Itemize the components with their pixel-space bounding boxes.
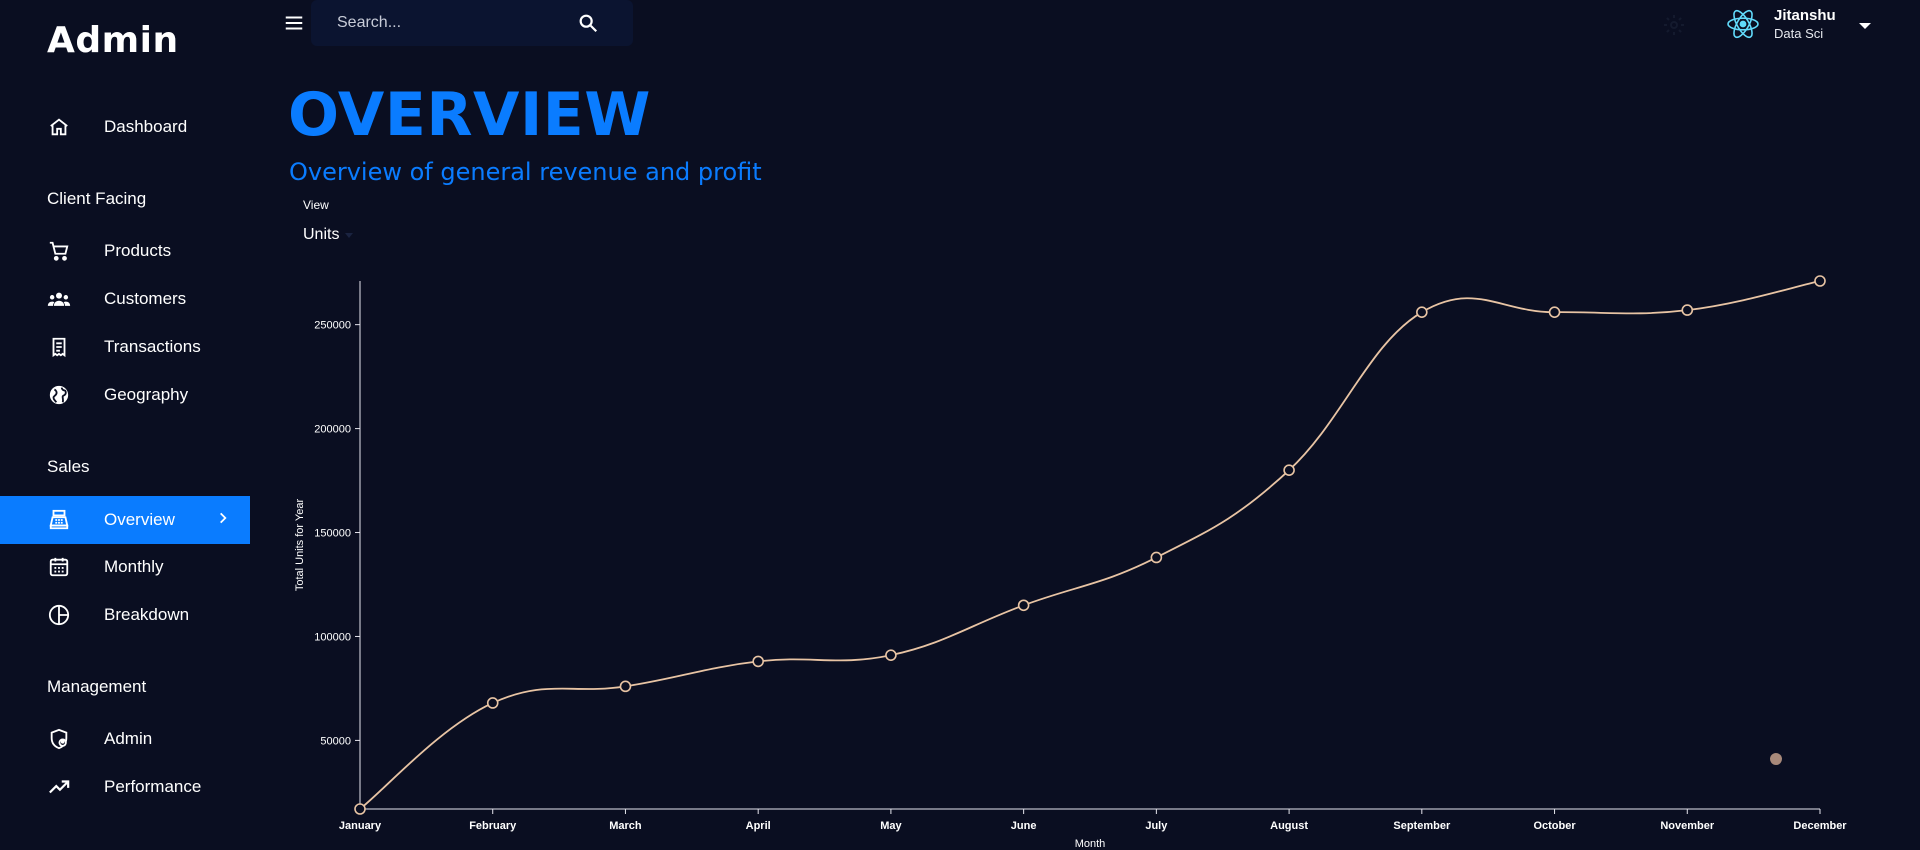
shopping-cart-icon bbox=[47, 239, 71, 263]
search-bar bbox=[311, 0, 633, 46]
section-management: Management bbox=[47, 677, 147, 696]
data-point[interactable] bbox=[1416, 306, 1428, 318]
legend-dot bbox=[1770, 753, 1782, 765]
y-ticks: 50000 100000 150000 200000 250000 bbox=[314, 320, 360, 747]
x-tick-label: December bbox=[1793, 820, 1847, 832]
page-title: OVERVIEW bbox=[288, 80, 651, 150]
trending-up-icon bbox=[47, 775, 71, 799]
brand-logo: Admin bbox=[47, 20, 179, 61]
globe-icon bbox=[47, 383, 71, 407]
view-label: View bbox=[303, 198, 329, 212]
y-tick-label: 50000 bbox=[320, 735, 351, 747]
x-tick-label: November bbox=[1660, 820, 1715, 832]
y-tick-label: 200000 bbox=[314, 424, 351, 436]
sidebar-item-dashboard[interactable]: Dashboard bbox=[0, 103, 250, 151]
series-line bbox=[359, 280, 1821, 810]
x-tick-label: October bbox=[1533, 820, 1576, 832]
data-point[interactable] bbox=[1283, 464, 1295, 476]
data-point[interactable] bbox=[885, 649, 897, 661]
sidebar-item-label: Dashboard bbox=[104, 117, 188, 136]
sidebar-item-customers[interactable]: Customers bbox=[0, 275, 250, 323]
section-sales: Sales bbox=[47, 457, 90, 476]
groups-icon bbox=[47, 287, 71, 311]
section-client-facing: Client Facing bbox=[47, 189, 147, 208]
y-tick-label: 100000 bbox=[314, 631, 351, 643]
y-tick-label: 150000 bbox=[314, 528, 351, 540]
receipt-icon bbox=[47, 335, 71, 359]
x-tick-label: February bbox=[469, 820, 517, 832]
gear-icon[interactable] bbox=[1662, 13, 1686, 37]
sidebar-item-overview[interactable]: Overview bbox=[0, 496, 250, 544]
x-ticks: January February March April May June July Augu… bbox=[339, 809, 1847, 832]
x-tick-label: January bbox=[339, 820, 382, 832]
sidebar-item-admin[interactable]: Admin bbox=[0, 715, 250, 763]
avatar[interactable] bbox=[1726, 7, 1760, 41]
x-tick-label: April bbox=[746, 820, 771, 832]
sidebar-item-performance[interactable]: Performance bbox=[0, 763, 250, 811]
user-role: Data Sci bbox=[1774, 26, 1824, 41]
admin-shield-icon bbox=[47, 727, 71, 751]
calendar-icon bbox=[47, 555, 71, 579]
x-tick-label: July bbox=[1145, 820, 1168, 832]
x-tick-label: September bbox=[1393, 820, 1451, 832]
chevron-right-icon bbox=[216, 510, 230, 530]
x-axis-label: Month bbox=[1075, 838, 1106, 850]
select-caret-icon bbox=[345, 232, 354, 238]
sidebar-item-geography[interactable]: Geography bbox=[0, 371, 250, 419]
data-point[interactable] bbox=[486, 697, 499, 709]
data-point[interactable] bbox=[354, 803, 366, 815]
data-point[interactable] bbox=[619, 680, 632, 693]
data-point[interactable] bbox=[1150, 551, 1163, 564]
series-points bbox=[354, 275, 1826, 815]
point-of-sale-icon bbox=[47, 508, 71, 532]
sidebar-item-label: Performance bbox=[104, 777, 202, 796]
pie-chart-icon bbox=[47, 603, 71, 627]
data-point[interactable] bbox=[1681, 304, 1694, 316]
sidebar-item-products[interactable]: Products bbox=[0, 227, 250, 275]
sidebar-item-monthly[interactable]: Monthly bbox=[0, 543, 250, 591]
sidebar-item-label: Breakdown bbox=[104, 605, 190, 624]
y-tick-label: 250000 bbox=[314, 320, 351, 332]
data-point[interactable] bbox=[1017, 599, 1030, 612]
view-select[interactable]: Units bbox=[303, 222, 363, 248]
search-input[interactable] bbox=[337, 12, 567, 34]
sidebar-item-label: Transactions bbox=[104, 337, 201, 356]
sidebar: Admin Dashboard Client Facing Products C… bbox=[0, 0, 250, 850]
data-point[interactable] bbox=[752, 655, 764, 668]
x-tick-label: August bbox=[1270, 820, 1308, 832]
y-axis-label: Total Units for Year bbox=[294, 499, 306, 592]
x-tick-label: May bbox=[880, 820, 902, 832]
sidebar-item-label: Geography bbox=[104, 385, 189, 404]
sidebar-item-label: Admin bbox=[104, 729, 153, 748]
x-tick-label: March bbox=[609, 820, 642, 832]
sidebar-item-label: Customers bbox=[104, 289, 187, 308]
x-tick-label: June bbox=[1011, 820, 1037, 832]
page-subtitle: Overview of general revenue and profit bbox=[289, 158, 762, 186]
sidebar-item-label: Overview bbox=[104, 510, 175, 529]
data-point[interactable] bbox=[1814, 275, 1826, 287]
sidebar-item-label: Products bbox=[104, 241, 172, 260]
search-icon[interactable] bbox=[577, 12, 599, 34]
sidebar-item-transactions[interactable]: Transactions bbox=[0, 323, 250, 371]
dropdown-caret-icon[interactable] bbox=[1858, 18, 1872, 29]
sidebar-item-breakdown[interactable]: Breakdown bbox=[0, 591, 250, 639]
sidebar-item-label: Monthly bbox=[104, 557, 164, 576]
view-select-value: Units bbox=[303, 226, 340, 243]
home-icon bbox=[47, 115, 71, 139]
menu-icon[interactable] bbox=[283, 12, 305, 34]
data-point[interactable] bbox=[1548, 306, 1561, 318]
user-name[interactable]: Jitanshu bbox=[1774, 7, 1836, 24]
